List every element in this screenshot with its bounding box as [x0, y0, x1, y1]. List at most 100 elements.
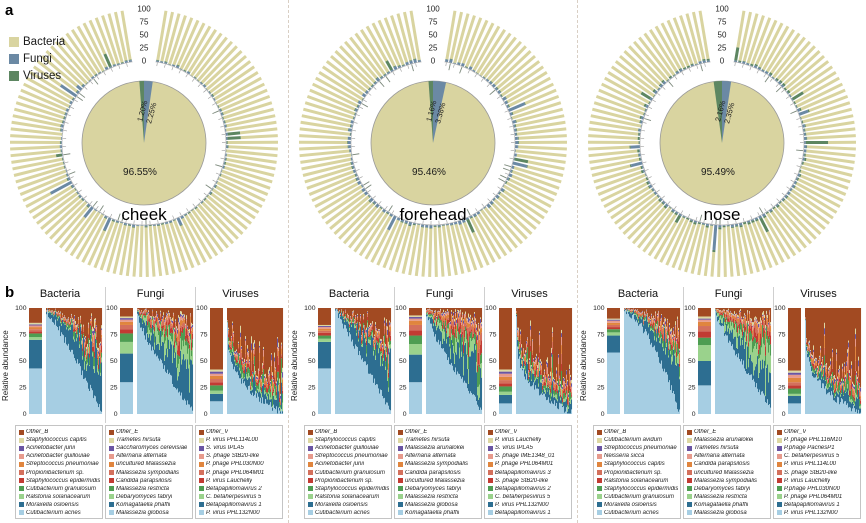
species-name: Malassezia restricta — [116, 485, 170, 492]
legend-color-chip — [398, 486, 403, 492]
species-name: Propionibacterium sp. — [315, 477, 374, 484]
species-legend-item: Streptococcus pneumoniae — [308, 452, 389, 460]
species-name: Cutibacterium acnes — [315, 509, 370, 516]
kingdom-legend-item: Bacteria — [9, 36, 65, 48]
legend-color-chip — [687, 453, 692, 459]
species-name: S. phage IME1348_01 — [495, 453, 555, 460]
y-tick: 25 — [489, 385, 497, 392]
legend-color-chip — [308, 461, 313, 467]
species-legend-item: P. phage PHL030N00 — [199, 460, 280, 468]
legend-color-chip — [19, 461, 24, 467]
species-name: P. virus PHL132N00 — [495, 501, 549, 508]
summary-bar-segment — [409, 330, 422, 336]
subpanel-nose-bacteria: Bacteria 100 75 50 25 0 Other_B Cutibacterium a… — [593, 287, 683, 519]
legend-color-chip — [19, 470, 24, 476]
pie-fungi — [144, 81, 153, 143]
species-name: Betapapillomavirus 3 — [495, 469, 551, 476]
y-tick: 75 — [200, 332, 208, 339]
radial-axis-tick: 100 — [137, 5, 151, 14]
legend-color-chip — [597, 486, 602, 492]
species-name: Ralstonia solanacearum — [604, 477, 669, 484]
species-legend-item: Staphylococcus capitis — [308, 436, 389, 444]
summary-bar-segment — [409, 324, 422, 331]
bacteria-pct-label: 96.55% — [123, 167, 157, 178]
species-name: Betapapillomavirus 1 — [784, 501, 840, 508]
legend-color-chip — [199, 461, 204, 467]
subpanel-title: Fungi — [136, 288, 165, 300]
species-legend-item: Other_V — [488, 428, 569, 436]
legend-color-chip — [777, 429, 782, 435]
species-name: Staphylococcus capitis — [604, 461, 665, 468]
summary-bar-segment — [499, 369, 512, 372]
summary-bar-segment — [120, 353, 133, 383]
summary-bar-segment — [788, 372, 801, 375]
legend-label: Bacteria — [23, 36, 66, 48]
species-legend-item: P. virus PHL114L00 — [199, 436, 280, 444]
species-legend-item: Other_E — [398, 428, 479, 436]
species-name: Malassezia arunalokei — [694, 437, 754, 444]
legend-color-chip — [777, 478, 782, 484]
summary-bar-segment — [210, 375, 223, 380]
summary-bar-segment — [318, 327, 331, 329]
legend-color-chip — [398, 445, 403, 451]
species-legend-item: C. betaherpesvirus 5 — [777, 452, 858, 460]
species-legend-item: S. phage StB20-like — [199, 452, 280, 460]
species-legend-item: S. virus IPLA5 — [199, 444, 280, 452]
species-name: Betapapillomavirus 2 — [206, 485, 262, 492]
y-tick: 0 — [493, 411, 497, 418]
y-axis-label: Relative abundance — [1, 330, 10, 402]
legend-color-chip — [777, 453, 782, 459]
species-legend-item: Trametes hirsuta — [687, 444, 768, 452]
species-legend-item: P. virus Lauchelly — [199, 477, 280, 485]
stacked-bar-plot: 100 75 50 25 0 — [485, 305, 573, 418]
legend-color-chip — [597, 494, 602, 500]
legend-color-chip — [597, 478, 602, 484]
legend-color-chip — [109, 470, 114, 476]
species-name: Other_E — [116, 429, 139, 436]
pie-fungi — [722, 81, 732, 143]
y-tick: 0 — [601, 411, 605, 418]
species-legend-item: Betapapillomavirus 1 — [777, 501, 858, 509]
summary-bar-segment — [499, 386, 512, 392]
summary-bar-segment — [210, 401, 223, 414]
legend-color-chip — [777, 445, 782, 451]
y-tick: 50 — [489, 358, 497, 365]
legend-color-chip — [687, 494, 692, 500]
summary-bar-segment — [29, 333, 42, 338]
legend-color-chip — [777, 437, 782, 443]
legend-color-chip — [687, 461, 692, 467]
summary-bar-segment — [120, 329, 133, 334]
species-legend-item: Malassezia globosa — [398, 501, 479, 509]
y-tick: 0 — [204, 411, 208, 418]
y-tick: 100 — [15, 305, 27, 312]
species-legend-item: Cutibacterium acnes — [308, 509, 389, 517]
subpanel-nose-fungi: Fungi 100 75 50 25 0 Other_E Malassezia arunalo… — [683, 287, 773, 519]
species-legend-item: P. virus PHL132N00 — [488, 501, 569, 509]
summary-bar-segment — [29, 368, 42, 414]
legend-color-chip — [308, 470, 313, 476]
species-name: Streptococcus pneumoniae — [26, 461, 99, 468]
species-name: Alternaria alternata — [694, 453, 745, 460]
stacked-bar-plot: 100 75 50 25 0 — [106, 305, 194, 418]
y-tick: 50 — [688, 358, 696, 365]
species-legend-item: P. virus PHL132N00 — [777, 509, 858, 517]
summary-bar-segment — [210, 308, 223, 370]
species-legend-cheek-bacteria: Other_B Staphylococcus capitis Acinetobact… — [15, 425, 103, 519]
species-legend-item: Alternaria alternata — [687, 452, 768, 460]
y-tick: 75 — [110, 332, 118, 339]
species-legend-item: Malassezia globosa — [109, 509, 190, 517]
species-name: Moraxella osloensis — [315, 501, 368, 508]
species-legend-item: S. phage IME1348_01 — [488, 452, 569, 460]
group-separator — [577, 0, 578, 523]
species-legend-item: Betapapillomavirus 1 — [199, 501, 280, 509]
y-tick: 25 — [399, 385, 407, 392]
legend-color-chip — [777, 470, 782, 476]
y-tick: 100 — [684, 305, 696, 312]
summary-bar-segment — [29, 327, 42, 330]
summary-bar-segment — [29, 339, 42, 369]
species-name: C. betaherpesvirus 5 — [495, 493, 551, 500]
y-tick: 100 — [304, 305, 316, 312]
legend-color-chip — [199, 486, 204, 492]
kingdom-legend-item: Viruses — [9, 70, 65, 82]
species-legend-item: Betapapillomavirus 1 — [488, 509, 569, 517]
